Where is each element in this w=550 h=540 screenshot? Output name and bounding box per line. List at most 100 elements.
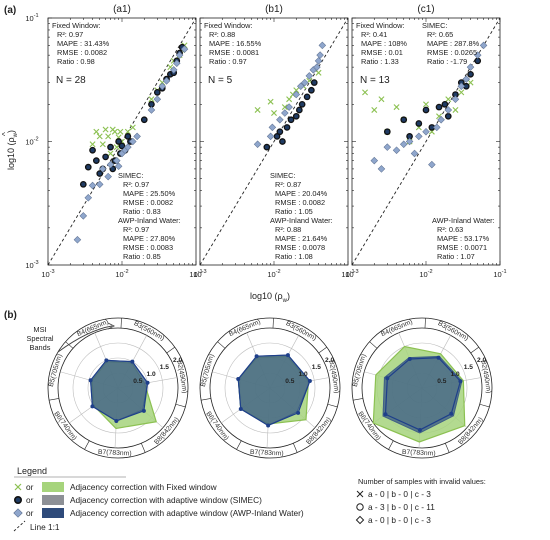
svg-text:R²: 0.63: R²: 0.63 xyxy=(437,225,463,234)
point-awp xyxy=(318,41,327,50)
point-fixed xyxy=(423,101,429,108)
msi-spectral-bands-annotation: MSI Spectral Bands xyxy=(26,322,116,353)
point-simec xyxy=(415,120,423,127)
point-simec xyxy=(383,128,391,136)
x-tick-label: 10-2 xyxy=(419,269,432,279)
invalid-row-x: a - 0 | b - 0 | c - 3 xyxy=(356,489,431,499)
svg-text:a - 0 | b - 0 | c - 3: a - 0 | b - 0 | c - 3 xyxy=(368,515,431,525)
ring-tick-label: 1.5 xyxy=(160,364,169,371)
point-simec xyxy=(109,165,117,173)
point-fixed xyxy=(315,69,322,76)
ring-tick-label: 1.0 xyxy=(146,371,155,378)
svg-text:Ratio : 1.05: Ratio : 1.05 xyxy=(275,207,313,216)
radar-point xyxy=(104,358,109,363)
point-simec xyxy=(303,93,311,101)
point-awp xyxy=(479,41,488,50)
x-tick-label: 10-3 xyxy=(41,269,54,279)
point-simec xyxy=(308,86,315,94)
svg-text:RMSE : 0.0071: RMSE : 0.0071 xyxy=(437,243,487,252)
point-awp xyxy=(73,236,82,244)
svg-text:SIMEC:: SIMEC: xyxy=(422,21,447,30)
svg-text:R²: 0.88: R²: 0.88 xyxy=(275,225,301,234)
point-fixed xyxy=(371,106,378,113)
point-awp xyxy=(180,45,189,53)
point-fixed xyxy=(267,98,274,105)
radar-axis-label: B7(783nm) xyxy=(250,449,284,458)
point-simec xyxy=(102,153,109,161)
svg-text:AWP-Inland Water:: AWP-Inland Water: xyxy=(270,216,333,225)
point-awp xyxy=(276,116,284,124)
point-awp xyxy=(457,82,466,91)
x-tick-label: 10-3 xyxy=(193,269,206,279)
point-awp xyxy=(305,72,314,80)
point-fixed xyxy=(111,128,118,135)
point-awp xyxy=(300,78,309,87)
point-fixed xyxy=(129,124,136,131)
y-axis-label: log10 (ρw) ^ xyxy=(1,130,19,170)
point-simec xyxy=(400,116,408,124)
svg-text:MAPE : 53.17%: MAPE : 53.17% xyxy=(437,234,490,243)
point-awp xyxy=(437,116,445,124)
point-awp xyxy=(175,51,184,59)
point-awp xyxy=(84,194,93,202)
svg-text:Ratio : 0.97: Ratio : 0.97 xyxy=(209,57,247,66)
panel-b-tag: (b) xyxy=(4,310,17,321)
point-awp xyxy=(433,123,441,132)
svg-text:RMSE : 0.0082: RMSE : 0.0082 xyxy=(123,198,173,207)
legend-row-awp: or Adjacency correction with adaptive wi… xyxy=(13,508,304,518)
point-simec xyxy=(263,143,271,151)
svg-text:MAPE : 108%: MAPE : 108% xyxy=(361,39,407,48)
point-awp xyxy=(147,106,156,114)
radar-point xyxy=(385,376,390,381)
point-simec xyxy=(115,138,122,145)
svg-text:R²: 0.65: R²: 0.65 xyxy=(427,30,453,39)
svg-text:SIMEC:: SIMEC: xyxy=(270,171,295,180)
point-awp xyxy=(129,137,137,146)
sample-count: N = 13 xyxy=(360,75,390,86)
svg-text:MAPE : 25.50%: MAPE : 25.50% xyxy=(123,189,176,198)
radar-panel-1: 0.51.01.52.0B2(490nm)B3(560nm)B4(665nm)B… xyxy=(47,317,189,459)
point-awp xyxy=(399,140,408,148)
radar-point xyxy=(254,354,259,359)
point-awp xyxy=(377,165,386,173)
point-awp xyxy=(313,63,321,71)
x-tick-label: 10-1 xyxy=(493,269,506,279)
point-simec xyxy=(140,116,148,124)
svg-text:Ratio : 0.83: Ratio : 0.83 xyxy=(123,207,161,216)
invalid-samples-title: Number of samples with invalid values: xyxy=(358,477,486,486)
svg-text:or: or xyxy=(26,495,34,505)
line-1-1 xyxy=(199,17,349,266)
legend-row-fixed: or Adjacency correction with Fixed windo… xyxy=(14,482,218,492)
radar-point xyxy=(417,427,422,432)
point-simec xyxy=(124,133,132,140)
svg-text:SIMEC:: SIMEC: xyxy=(118,171,143,180)
ring-tick-label: 2.0 xyxy=(325,357,334,364)
sample-count: N = 28 xyxy=(56,75,86,86)
point-simec xyxy=(435,103,443,111)
point-simec xyxy=(276,128,284,136)
svg-text:or: or xyxy=(26,482,34,492)
svg-text:MSI: MSI xyxy=(33,325,46,334)
point-fixed xyxy=(378,96,385,103)
invalid-row-o: a - 3 | b - 0 | c - 11 xyxy=(356,502,435,512)
point-simec xyxy=(79,180,87,188)
ring-tick-label: 1.5 xyxy=(312,364,321,371)
point-awp xyxy=(451,95,460,103)
svg-text:RMSE : 0.0078: RMSE : 0.0078 xyxy=(275,243,325,252)
svg-text:R²: 0.97: R²: 0.97 xyxy=(57,30,83,39)
radar-series-awp xyxy=(384,357,462,431)
radar-panel-3: 0.51.01.52.0B2(490nm)B3(560nm)B4(665nm)B… xyxy=(351,317,493,459)
point-awp xyxy=(79,212,88,220)
point-simec xyxy=(441,100,449,108)
point-awp xyxy=(392,146,401,154)
point-awp xyxy=(169,66,178,74)
svg-text:Fixed Window:: Fixed Window: xyxy=(52,21,100,30)
cross-icon xyxy=(14,483,22,491)
svg-text:RMSE : 0.0265: RMSE : 0.0265 xyxy=(427,48,477,57)
point-awp xyxy=(95,180,104,189)
